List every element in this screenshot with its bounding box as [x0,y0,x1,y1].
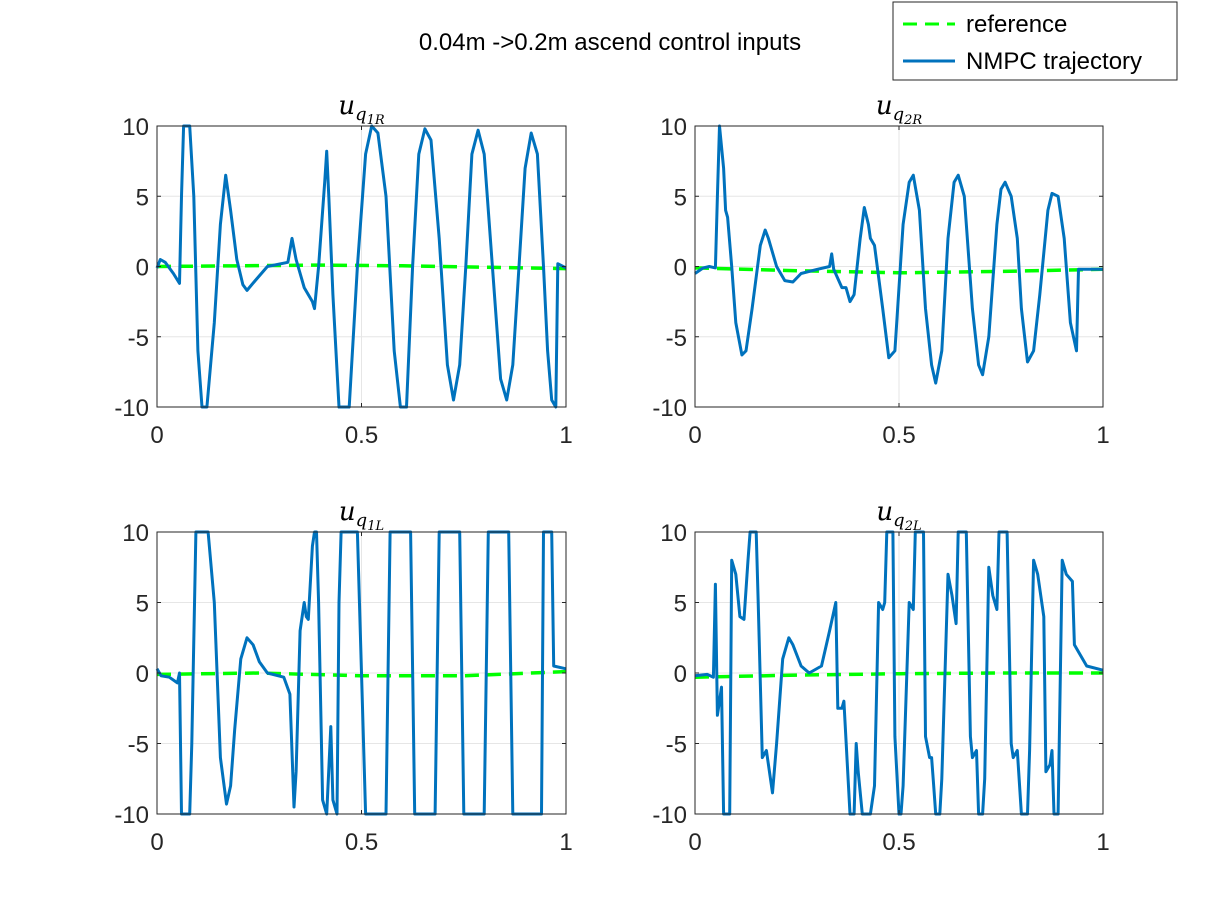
nmpc-trajectory-line [694,530,1104,816]
subplot-title: uq1R [338,91,385,128]
y-tick-label: 10 [660,114,687,141]
x-tick-label: 0 [150,422,163,449]
nmpc-trajectory-line [694,124,1103,385]
y-tick-label: 0 [136,255,149,282]
subplot-2r: 0 0.5 1 10 5 0 -5 -10 uq2R [652,91,1109,449]
legend-label-1: reference [966,11,1067,38]
y-tick-label: 5 [136,184,149,211]
y-tick-label: -10 [114,802,149,829]
legend: reference NMPC trajectory [892,1,1178,81]
x-tick-label: 0 [150,829,163,856]
y-tick-label: -5 [666,325,687,352]
y-tick-label: -5 [128,325,149,352]
legend-box [892,1,1178,81]
y-tick-label: -10 [114,395,149,422]
subplot-title: uq1L [339,497,384,534]
y-tick-label: 5 [674,184,687,211]
x-tick-label: 0.5 [882,829,915,856]
legend-label-2: NMPC trajectory [966,48,1142,75]
reference-line [156,263,567,271]
figure-title: 0.04m ->0.2m ascend control inputs [419,29,801,56]
y-tick-label: 0 [136,661,149,688]
subplot-title: uq2L [876,497,921,534]
x-tick-label: 1 [559,422,572,449]
x-tick-label: 0.5 [345,422,378,449]
subplot-1l: 0 0.5 1 10 5 0 -5 -10 uq1L [114,497,572,856]
y-tick-label: 10 [122,114,149,141]
x-tick-label: 1 [559,829,572,856]
x-tick-label: 0.5 [882,422,915,449]
x-tick-label: 1 [1096,829,1109,856]
x-tick-label: 0 [688,829,701,856]
x-tick-label: 0.5 [345,829,378,856]
y-tick-label: -5 [128,732,149,759]
y-tick-label: 10 [122,520,149,547]
reference-line [694,671,1103,679]
y-tick-label: 10 [660,520,687,547]
y-tick-label: 0 [674,661,687,688]
y-tick-label: 0 [674,255,687,282]
subplot-2l: 0 0.5 1 10 5 0 -5 -10 uq2L [652,497,1109,856]
y-tick-label: 5 [136,591,149,618]
x-tick-label: 1 [1096,422,1109,449]
y-tick-label: -5 [666,732,687,759]
x-tick-label: 0 [688,422,701,449]
subplot-title: uq2R [876,91,923,128]
y-tick-label: -10 [652,802,687,829]
y-tick-label: -10 [652,395,687,422]
y-tick-label: 5 [674,591,687,618]
subplot-1r: 0 0.5 1 10 5 0 -5 -10 uq1R [114,91,572,449]
